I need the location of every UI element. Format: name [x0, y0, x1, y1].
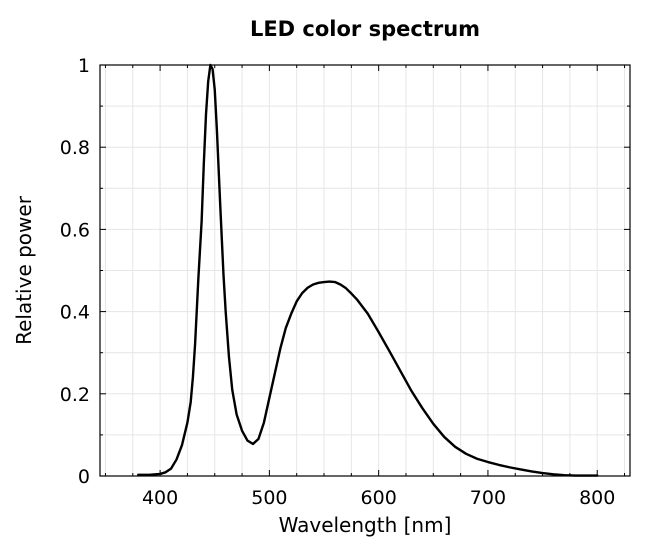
y-tick-label: 0 — [78, 466, 90, 488]
x-tick-label: 800 — [579, 487, 615, 509]
x-tick-label: 400 — [142, 487, 178, 509]
grid — [100, 64, 630, 477]
tick-labels: 400 500 600 700 800 0 0.2 0.4 0.6 0.8 1 — [60, 55, 616, 509]
series-layer — [137, 63, 599, 477]
x-tick-label: 500 — [251, 487, 287, 509]
chart-title: LED color spectrum — [250, 17, 480, 41]
ticks — [100, 64, 630, 477]
y-tick-label: 0.4 — [60, 302, 90, 324]
y-axis-label: Relative power — [12, 195, 36, 345]
y-tick-label: 1 — [78, 55, 90, 77]
y-tick-label: 0.2 — [60, 384, 90, 406]
x-tick-label: 600 — [361, 487, 397, 509]
x-tick-label: 700 — [470, 487, 506, 509]
y-tick-label: 0.8 — [60, 137, 90, 159]
y-tick-label: 0.6 — [60, 219, 90, 241]
x-axis-label: Wavelength [nm] — [279, 513, 452, 537]
spectrum-line — [137, 63, 599, 477]
